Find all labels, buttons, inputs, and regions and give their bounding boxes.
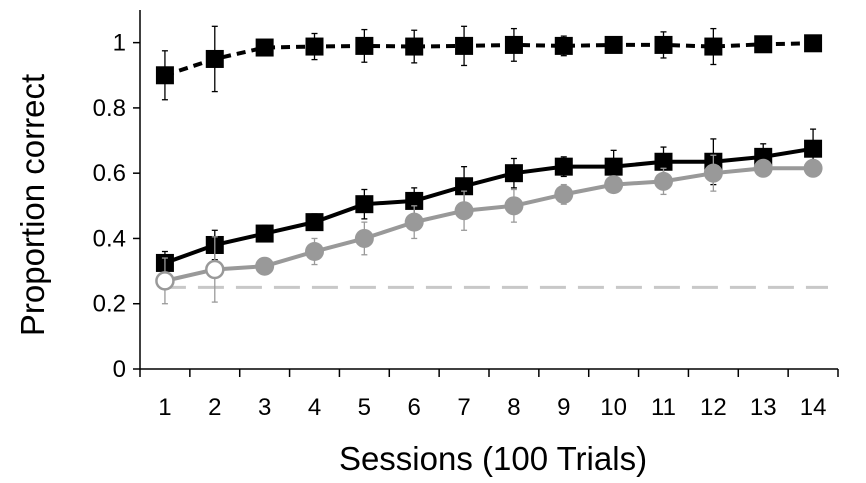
data-point [554,36,573,55]
data-point [504,35,523,54]
data-point [604,35,623,54]
x-tick-label: 9 [557,394,570,421]
y-tick-label: 0.6 [93,160,126,187]
data-point [604,175,624,195]
data-point [504,164,523,183]
data-point [404,212,424,232]
x-tick-label: 4 [308,394,321,421]
data-point [255,256,275,276]
series-1 [155,25,823,101]
data-point [354,228,374,248]
data-point [405,191,424,210]
data-point [305,242,324,262]
y-tick-label: 0.8 [93,95,126,122]
y-tick-label: 1 [113,30,126,57]
x-tick-label: 14 [800,394,827,421]
x-tick-label: 1 [158,394,171,421]
tick-labels: 00.20.40.60.811 2 3 4 5 6 7 8 9 10 11 12 13 14 [93,30,827,421]
data-point [753,158,773,178]
data-point [305,37,324,56]
y-tick-label: 0 [113,356,126,383]
data-point [205,49,224,68]
x-tick-label: 13 [750,394,777,421]
data-point [654,171,673,191]
data-point [803,158,823,178]
series-2 [155,128,823,276]
x-tick-label: 5 [358,394,371,421]
data-point [804,139,823,158]
data-point [504,196,524,216]
data-point [454,201,474,221]
x-tick-label: 3 [258,394,271,421]
data-point [405,37,424,56]
data-point [754,35,773,54]
data-point [703,163,723,183]
x-axis-label: Sessions (100 Trials) [339,440,647,477]
x-tick-label: 6 [408,394,421,421]
data-point [455,177,474,196]
data-point [255,38,274,57]
data-point [155,271,175,291]
data-point [804,34,823,53]
x-tick-label: 7 [457,394,470,421]
x-tick-label: 8 [507,394,520,421]
data-point [155,66,174,85]
y-axis-label: Proportion correct [14,74,51,336]
y-tick-label: 0.2 [93,291,126,318]
data-point [604,157,623,176]
axes [133,10,839,377]
data-point [654,35,673,54]
data-point [455,36,474,55]
x-tick-label: 2 [208,394,221,421]
data-point [554,184,574,204]
series-3 [155,154,823,305]
data-point [355,195,374,214]
x-tick-label: 12 [700,394,727,421]
x-tick-label: 11 [651,394,676,421]
data-point [654,152,673,171]
data-point [205,259,225,280]
series-group [155,25,823,305]
y-tick-label: 0.4 [93,225,126,252]
data-point [305,213,324,232]
x-tick-label: 10 [600,394,627,421]
data-point [255,224,274,243]
data-point [554,157,573,176]
data-point [355,36,374,55]
data-point [704,37,723,56]
